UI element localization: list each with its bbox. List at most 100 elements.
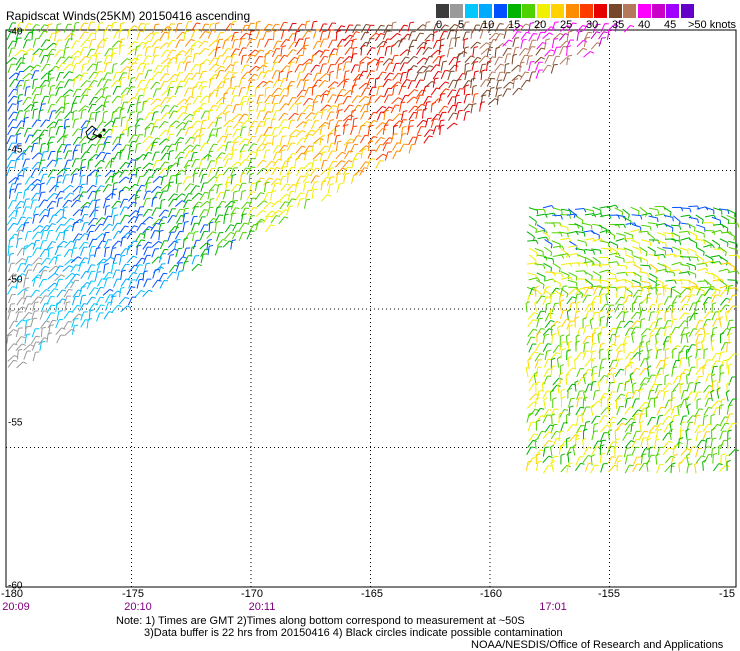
wind-barb-flag [604,416,608,417]
wind-barb-flag [540,343,544,344]
wind-barb-flag [129,245,133,246]
wind-barb [48,71,49,80]
wind-barb-flag [372,48,376,49]
wind-barb-flag [50,208,54,209]
wind-barb-flag [177,239,181,240]
wind-barb-flag [18,238,22,239]
wind-barb-flag [364,168,368,169]
wind-barb [520,63,521,72]
wind-barb-flag [113,263,117,264]
wind-barb-flag [427,102,431,103]
wind-barb-flag [308,120,312,121]
wind-barb-flag [420,33,424,34]
wind-barb-flag [493,39,497,40]
wind-barb-flag [529,56,533,57]
wind-barb [176,175,177,184]
wind-barb [633,384,634,393]
wind-barb-flag [92,33,96,34]
wind-barb [671,288,672,297]
wind-barb-flag [84,73,88,74]
wind-barb-flag [44,25,48,26]
wind-barb [569,263,578,264]
wind-barb-flag [318,112,322,113]
wind-barb-flag [205,143,209,144]
wind-barb-flag [698,219,699,223]
wind-barb-flag [189,194,193,195]
wind-barb [369,142,370,151]
wind-barb-flag [306,199,310,200]
wind-barb-flag [717,319,721,320]
wind-barb-flag [147,183,151,184]
wind-barb-flag [347,167,351,168]
wind-barb-flag [292,153,296,154]
wind-barb-flag [531,61,535,62]
wind-barb-flag [314,160,318,161]
wind-barb-flag [313,21,317,22]
wind-barb-flag [387,46,391,47]
wind-barb-flag [109,49,113,50]
wind-barb [688,206,697,207]
wind-barb-flag [57,182,61,183]
wind-barb-flag [134,26,138,28]
wind-barb-flag [78,137,82,138]
wind-barb-flag [35,302,39,303]
wind-barb-flag [146,263,150,264]
wind-barb-flag [45,296,49,297]
wind-barb-flag [26,111,30,112]
wind-barb-flag [445,25,449,26]
wind-barb-flag [36,25,40,26]
wind-barb-flag [309,169,313,170]
wind-barb-flag [97,272,101,273]
wind-barb-flag [13,119,17,120]
wind-barb-flag [284,96,288,97]
wind-barb [560,302,561,311]
wind-barb [600,295,601,304]
wind-barb-flag [267,143,271,144]
wind-barb-flag [666,243,667,247]
wind-barb-flag [305,80,309,81]
wind-barb-flag [658,429,662,430]
wind-barb-flag [189,160,193,161]
wind-barb-flag [185,213,189,214]
wind-barb-flag [25,288,29,289]
wind-barb [727,280,736,281]
wind-barb-flag [35,277,39,278]
wind-barb-flag [12,127,16,128]
wind-barb-flag [595,390,599,391]
wind-barb-flag [257,150,261,151]
wind-barb [281,151,282,160]
wind-barb-flag [65,103,69,104]
wind-barb-flag [83,64,87,65]
wind-barb-flag [133,135,137,136]
wind-barb-flag [213,106,217,107]
wind-barb-flag [545,334,549,335]
wind-barb-flag [261,135,265,136]
wind-barb-flag [696,382,700,383]
wind-barb-flag [246,168,250,169]
wind-barb-flag [113,296,117,297]
wind-barb-flag [277,80,281,81]
wind-barb-flag [536,229,537,233]
wind-barb-flag [587,336,591,337]
wind-barb-flag [305,182,309,183]
wind-barb-flag [533,375,537,376]
wind-barb-flag [221,103,225,104]
wind-barb-flag [292,199,296,200]
wind-barb-flag [734,267,735,271]
wind-barb-flag [482,64,486,65]
wind-barb-flag [35,214,39,215]
wind-barb [639,231,648,232]
wind-barb [391,46,392,55]
wind-barb-flag [500,24,504,25]
wind-barb-flag [537,253,538,257]
wind-barb-flag [573,23,577,24]
wind-barb-flag [43,167,47,168]
wind-barb-flag [393,22,397,23]
wind-barb-flag [57,24,61,25]
wind-barb [552,415,553,424]
wind-barb-flag [660,328,664,329]
wind-barb-flag [673,319,677,320]
wind-barb-flag [282,136,286,137]
wind-barb-flag [612,368,616,369]
wind-barb-flag [334,49,338,50]
